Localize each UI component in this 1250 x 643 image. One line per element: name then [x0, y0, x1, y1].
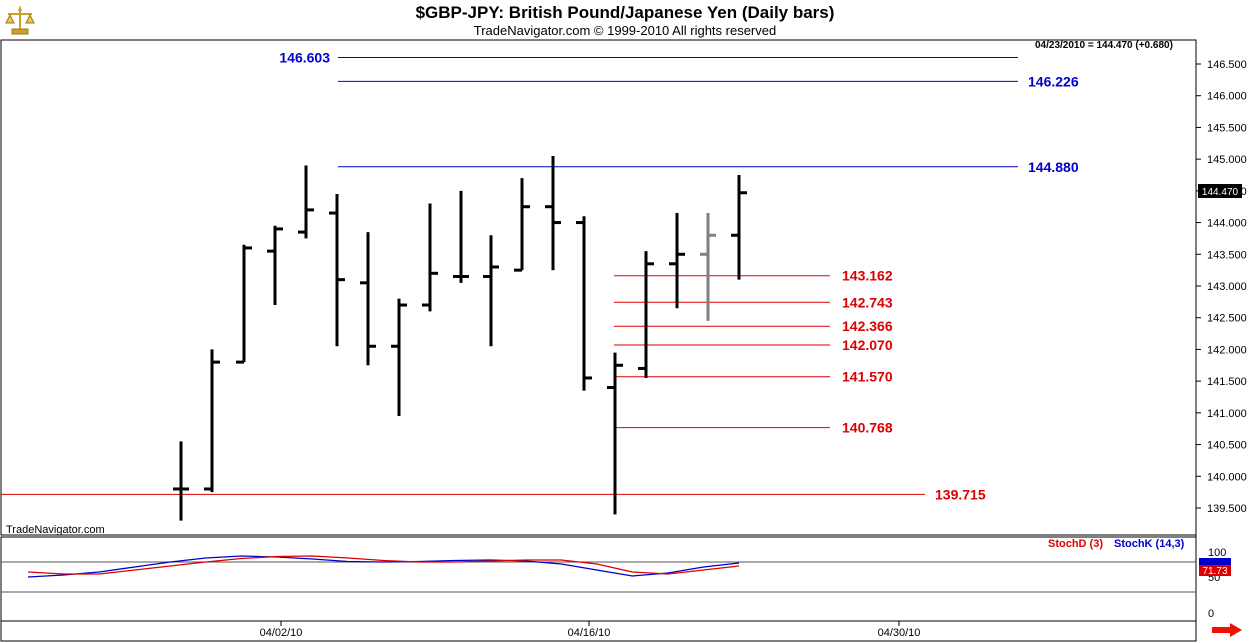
- level-lines: 146.603 146.226 144.880 143.162 142.743 142.3…: [1, 49, 1079, 502]
- ohlc-bar: [483, 235, 499, 347]
- price-bars: [173, 155, 747, 521]
- level-label: 143.162: [842, 268, 893, 284]
- ohlc-bar: [422, 203, 438, 312]
- last-price-label: 144.470: [1202, 187, 1239, 198]
- price-tick-label: 142.000: [1207, 344, 1247, 356]
- price-tick-label: 145.500: [1207, 122, 1247, 134]
- price-axis: 146.500146.000145.500145.000144.500144.0…: [1196, 59, 1247, 515]
- scales-logo-icon: [5, 5, 35, 35]
- level-label: 142.743: [842, 294, 893, 310]
- quote-readout: 04/23/2010 = 144.470 (+0.680): [1035, 40, 1173, 51]
- ohlc-bar: [360, 232, 376, 366]
- stoch-k-value-marker: [1199, 558, 1231, 568]
- date-tick-label: 04/30/10: [878, 627, 921, 639]
- price-tick-label: 143.500: [1207, 249, 1247, 261]
- level-label: 144.880: [1028, 159, 1079, 175]
- price-tick-label: 146.000: [1207, 91, 1247, 103]
- stoch-k-legend: StochK (14,3): [1114, 538, 1185, 550]
- price-tick-label: 144.000: [1207, 218, 1247, 230]
- ohlc-bar: [173, 441, 189, 521]
- stoch-k-line: [27, 555, 740, 578]
- ohlc-bar: [576, 216, 592, 391]
- date-tick-label: 04/02/10: [260, 627, 303, 639]
- price-tick-label: 145.000: [1207, 154, 1247, 166]
- level-label: 139.715: [935, 486, 986, 502]
- price-tick-label: 139.500: [1207, 503, 1247, 515]
- chart-title: $GBP-JPY: British Pound/Japanese Yen (Da…: [415, 3, 835, 22]
- date-tick-label: 04/16/10: [568, 627, 611, 639]
- price-tick-label: 141.500: [1207, 376, 1247, 388]
- stoch-value-label: 71.73: [1202, 566, 1227, 577]
- price-tick-label: 142.500: [1207, 313, 1247, 325]
- ohlc-bar: [267, 225, 283, 306]
- ohlc-bar: [329, 194, 345, 347]
- ohlc-bar: [669, 213, 685, 309]
- last-price-marker: [1198, 184, 1242, 198]
- level-label: 140.768: [842, 420, 893, 436]
- stochastic-panel-frame: [0, 536, 1197, 622]
- price-tick-label: 143.000: [1207, 281, 1247, 293]
- level-label: 146.603: [279, 49, 330, 65]
- level-label: 142.070: [842, 337, 893, 353]
- date-axis: 04/02/10 04/16/10 04/30/10: [260, 621, 921, 639]
- stoch-d-line: [27, 555, 740, 575]
- ohlc-bar: [391, 298, 407, 417]
- ohlc-bar: [514, 178, 530, 272]
- price-tick-label: 146.500: [1207, 59, 1247, 71]
- stoch-d-legend: StochD (3): [1048, 538, 1103, 550]
- ohlc-bar: [236, 244, 252, 364]
- ohlc-bar: [731, 175, 747, 280]
- ohlc-bar: [298, 165, 314, 239]
- ohlc-bar: [607, 352, 623, 515]
- ohlc-bar: [545, 155, 561, 271]
- stoch-d-value-marker: [1199, 565, 1231, 576]
- stoch-tick-label: 100: [1208, 547, 1226, 559]
- ohlc-bar: [204, 349, 220, 493]
- watermark: TradeNavigator.com: [6, 524, 105, 536]
- ohlc-bar: [700, 213, 716, 321]
- price-tick-label: 141.000: [1207, 408, 1247, 420]
- price-tick-label: 140.000: [1207, 471, 1247, 483]
- ohlc-bar: [453, 190, 469, 283]
- price-tick-label: 140.500: [1207, 440, 1247, 452]
- ohlc-bar: [638, 251, 654, 378]
- level-label: 142.366: [842, 318, 893, 334]
- scroll-right-arrow-icon[interactable]: [1212, 623, 1242, 637]
- stoch-tick-label: 0: [1208, 608, 1214, 620]
- level-label: 141.570: [842, 369, 893, 385]
- copyright-subtitle: TradeNavigator.com © 1999-2010 All right…: [473, 23, 777, 38]
- level-label: 146.226: [1028, 73, 1079, 89]
